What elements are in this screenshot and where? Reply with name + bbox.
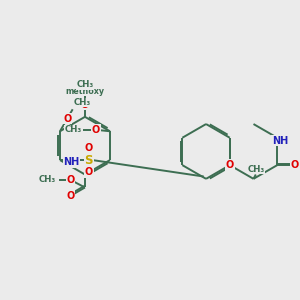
Text: NH: NH	[272, 136, 288, 146]
Text: CH₃: CH₃	[74, 98, 92, 107]
Text: O: O	[66, 175, 75, 185]
Text: CH₃: CH₃	[247, 165, 264, 174]
Text: O: O	[92, 125, 100, 135]
Text: N: N	[67, 158, 75, 167]
Text: CH₃: CH₃	[65, 125, 82, 134]
Text: O: O	[290, 160, 298, 170]
Text: O: O	[85, 143, 93, 153]
Text: O: O	[63, 114, 71, 124]
Text: O: O	[85, 167, 93, 177]
Text: CH₃: CH₃	[76, 80, 94, 89]
Text: O: O	[226, 160, 234, 170]
Text: O: O	[81, 100, 89, 110]
Text: O: O	[66, 191, 75, 201]
Text: NH: NH	[63, 158, 80, 167]
Text: S: S	[85, 154, 93, 166]
Text: methoxy: methoxy	[65, 87, 104, 96]
Text: CH₃: CH₃	[38, 175, 56, 184]
